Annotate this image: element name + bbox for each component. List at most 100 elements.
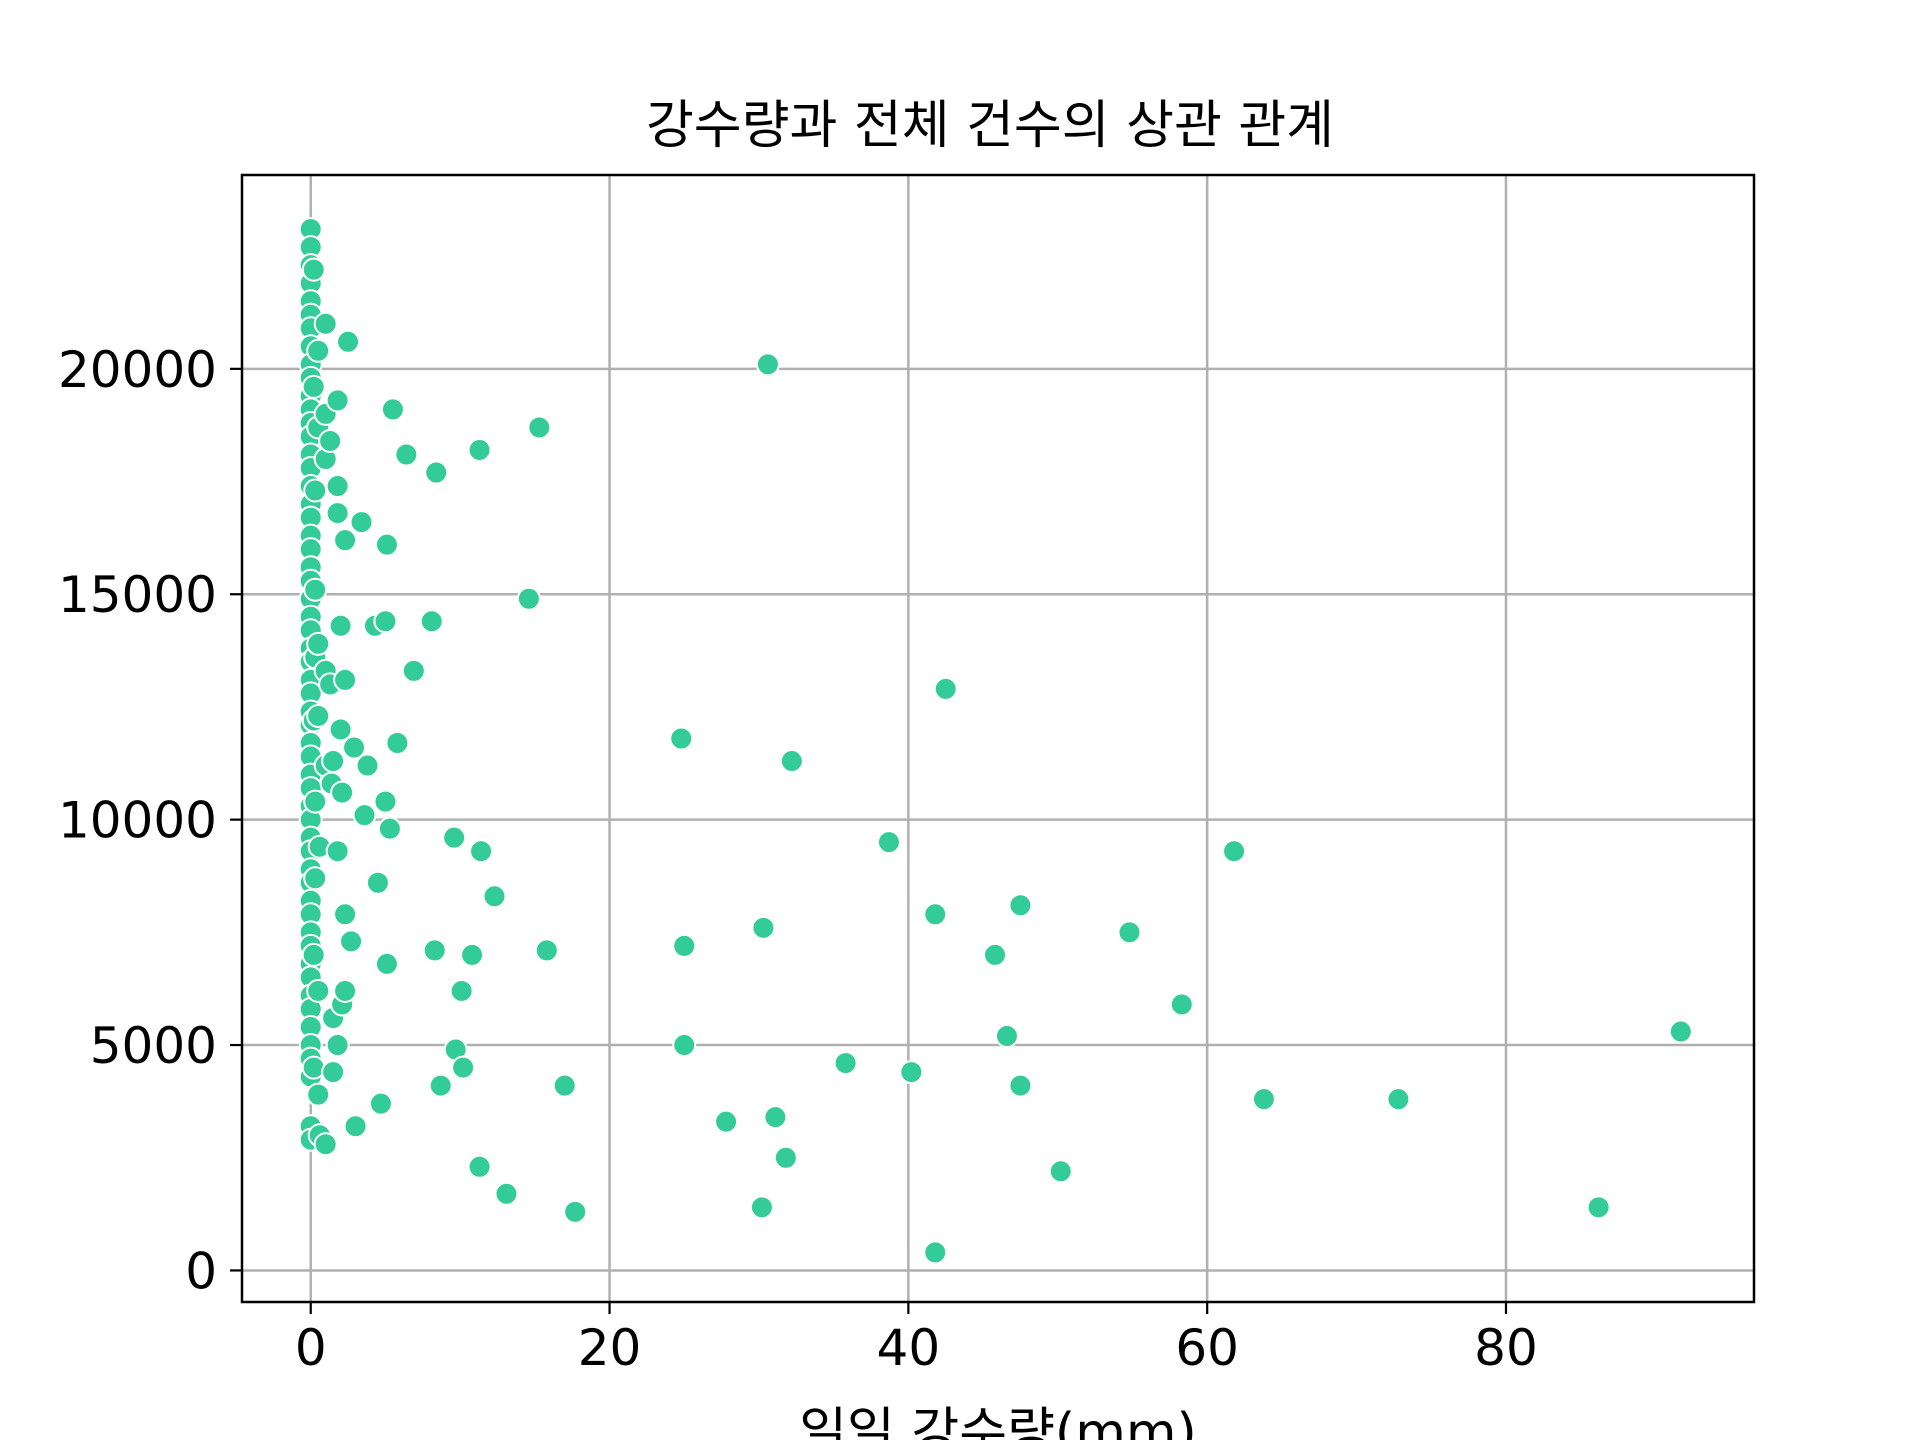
data-point [833,1051,858,1076]
data-point [428,1073,453,1098]
data-point [333,528,358,553]
data-point [442,825,467,850]
data-point [1169,992,1194,1017]
data-point [301,374,326,399]
data-point [328,613,353,638]
data-point [1668,1019,1693,1044]
data-point [876,830,901,855]
data-point [301,1055,326,1080]
data-point [994,1024,1019,1049]
data-point [933,676,958,701]
data-point [374,951,399,976]
data-point [516,586,541,611]
data-point [534,938,559,963]
x-axis: 0 20 40 60 80 [295,1302,1538,1377]
data-point [451,1055,476,1080]
data-point [669,726,694,751]
data-point [373,609,398,634]
data-point [333,978,358,1003]
data-point [714,1109,739,1134]
data-point [325,501,350,526]
y-tick-label: 0 [185,1242,217,1300]
grid-lines [242,175,1754,1302]
data-point [422,938,447,963]
data-point [419,609,444,634]
data-point [306,703,331,728]
data-point [563,1199,588,1224]
data-point [749,1195,774,1220]
data-point [377,816,402,841]
y-tick-label: 20000 [58,341,217,399]
data-point [339,929,364,954]
data-point [306,978,331,1003]
y-tick-label: 15000 [58,566,217,624]
data-point [306,1082,331,1107]
data-point [527,415,552,440]
data-point [343,1114,368,1139]
x-tick-label: 40 [877,1319,941,1377]
data-point [1222,839,1247,864]
data-point [373,789,398,814]
data-point [328,717,353,742]
plot-frame [240,173,1756,1304]
data-point [301,257,326,282]
x-axis-label: 일일 강수량(mm) [799,1403,1197,1440]
data-point [424,460,449,485]
data-point [325,839,350,864]
data-point [313,1132,338,1157]
data-point [303,866,328,891]
y-tick-label: 5000 [90,1017,217,1075]
data-point [401,658,426,683]
data-point [1251,1087,1276,1112]
data-point [482,884,507,909]
data-point [460,942,485,967]
data-point [449,978,474,1003]
data-point [923,902,948,927]
data-point [368,1091,393,1116]
data-point [321,749,346,774]
x-tick-label: 0 [295,1319,327,1377]
data-point [313,311,338,336]
data-point [751,915,776,940]
data-point [1586,1195,1611,1220]
data-point [306,631,331,656]
data-point [325,388,350,413]
data-point [330,780,355,805]
data-point [1048,1159,1073,1184]
data-points [298,217,1693,1265]
x-tick-label: 80 [1474,1319,1538,1377]
data-point [899,1060,924,1085]
data-point [763,1105,788,1130]
data-point [355,753,380,778]
data-point [352,803,377,828]
data-point [303,478,328,503]
data-point [773,1145,798,1170]
data-point [672,1033,697,1058]
data-point [552,1073,577,1098]
data-point [494,1181,519,1206]
data-point [1386,1087,1411,1112]
data-point [469,839,494,864]
data-point [380,397,405,422]
data-point [467,437,492,462]
data-point [374,532,399,557]
data-point [306,338,331,363]
data-point [303,789,328,814]
data-point [333,902,358,927]
data-point [1008,893,1033,918]
y-axis: 0 5000 10000 15000 20000 [58,341,242,1300]
x-tick-label: 60 [1175,1319,1239,1377]
data-point [394,442,419,467]
data-point [923,1240,948,1265]
data-point [349,510,374,535]
data-point [983,942,1008,967]
data-point [325,474,350,499]
data-point [1008,1073,1033,1098]
data-point [342,735,367,760]
data-point [321,1060,346,1085]
data-point [779,749,804,774]
data-point [365,870,390,895]
data-point [325,1033,350,1058]
y-tick-label: 10000 [58,792,217,850]
